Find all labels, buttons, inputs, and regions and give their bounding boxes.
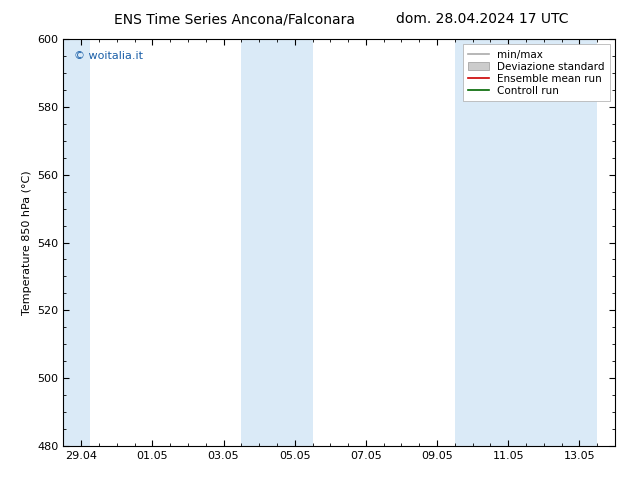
Bar [455, 39, 597, 446]
Y-axis label: Temperature 850 hPa (°C): Temperature 850 hPa (°C) [22, 170, 32, 315]
Text: dom. 28.04.2024 17 UTC: dom. 28.04.2024 17 UTC [396, 12, 568, 26]
Bar [242, 39, 313, 446]
Text: ENS Time Series Ancona/Falconara: ENS Time Series Ancona/Falconara [114, 12, 355, 26]
Bar [63, 39, 90, 446]
Text: © woitalia.it: © woitalia.it [74, 51, 143, 61]
Legend: min/max, Deviazione standard, Ensemble mean run, Controll run: min/max, Deviazione standard, Ensemble m… [463, 45, 610, 101]
